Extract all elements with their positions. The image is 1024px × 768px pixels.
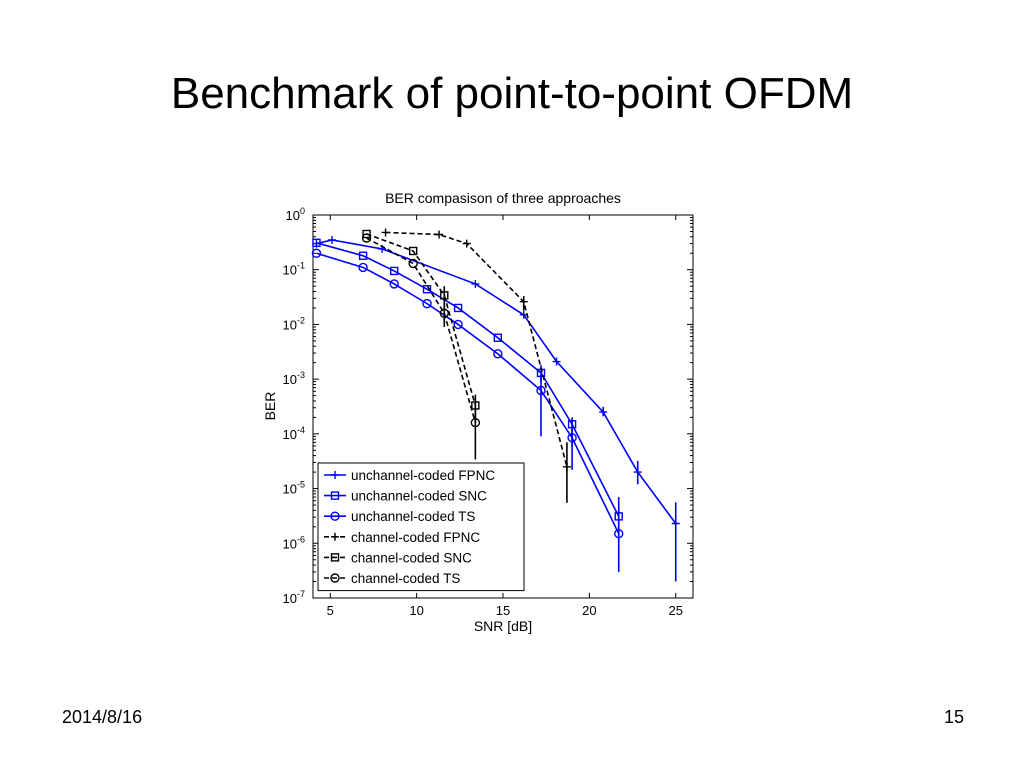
data-point bbox=[435, 230, 444, 239]
legend-marker bbox=[331, 532, 339, 541]
data-point bbox=[439, 308, 449, 318]
data-point bbox=[408, 246, 418, 256]
data-point bbox=[493, 333, 503, 342]
series-line-2 bbox=[316, 242, 620, 517]
data-point bbox=[311, 248, 322, 258]
legend-label: unchannel-coded TS bbox=[351, 509, 475, 524]
data-point bbox=[470, 417, 481, 428]
legend-marker bbox=[330, 491, 340, 500]
data-point bbox=[671, 519, 680, 528]
y-tick-label: 10-2 bbox=[283, 315, 305, 332]
data-point bbox=[462, 239, 471, 248]
data-point bbox=[422, 285, 432, 294]
y-tick-label: 10-7 bbox=[283, 589, 305, 606]
legend-marker bbox=[330, 511, 340, 521]
data-point bbox=[453, 303, 463, 313]
slide-number: 15 bbox=[943, 707, 964, 727]
x-axis-label: SNR [dB] bbox=[474, 618, 532, 634]
legend-label: channel-coded SNC bbox=[351, 550, 472, 565]
data-point bbox=[358, 251, 368, 260]
data-point bbox=[633, 468, 642, 477]
data-point bbox=[471, 279, 480, 288]
x-tick-label: 5 bbox=[327, 603, 334, 618]
legend-marker bbox=[330, 553, 340, 562]
y-tick-label: 10-1 bbox=[283, 261, 305, 278]
x-tick-label: 25 bbox=[668, 603, 682, 618]
legend: unchannel-coded FPNC unchannel-coded SNC u… bbox=[317, 462, 525, 592]
series-line-6 bbox=[366, 237, 477, 423]
y-axis-label: BER bbox=[262, 392, 278, 421]
y-tick-label: 10-3 bbox=[283, 370, 305, 387]
data-point bbox=[358, 262, 368, 273]
data-point bbox=[328, 235, 336, 244]
data-point bbox=[519, 297, 528, 306]
data-point bbox=[408, 258, 418, 269]
y-tick-label: 10-6 bbox=[283, 534, 305, 551]
legend-label: unchannel-coded FPNC bbox=[351, 468, 495, 483]
chart-title: BER compasison of three approaches bbox=[385, 190, 621, 206]
data-point bbox=[614, 528, 624, 539]
data-point bbox=[599, 408, 608, 417]
series-line-3 bbox=[316, 252, 620, 535]
data-point bbox=[440, 291, 449, 300]
footer-date: 2014/8/16 bbox=[62, 707, 143, 727]
series-line-5 bbox=[366, 233, 477, 406]
data-point bbox=[453, 319, 463, 330]
data-point bbox=[493, 349, 503, 359]
y-tick-label: 10-4 bbox=[283, 425, 305, 442]
data-point bbox=[361, 233, 372, 243]
slide-title: Benchmark of point-to-point OFDM bbox=[170, 69, 854, 118]
data-point bbox=[422, 298, 432, 309]
data-point bbox=[389, 279, 399, 289]
legend-label: channel-coded TS bbox=[351, 571, 460, 586]
data-point bbox=[536, 385, 546, 396]
data-point bbox=[312, 238, 321, 248]
legend-label: channel-coded FPNC bbox=[351, 530, 480, 545]
data-point bbox=[389, 266, 399, 276]
x-tick-label: 10 bbox=[409, 603, 423, 618]
legend-label: unchannel-coded SNC bbox=[351, 489, 487, 504]
legend-marker bbox=[331, 471, 339, 479]
data-point bbox=[562, 462, 571, 471]
x-tick-label: 20 bbox=[582, 603, 596, 618]
data-point bbox=[567, 433, 577, 443]
x-tick-label: 15 bbox=[496, 603, 510, 618]
y-tick-label: 100 bbox=[286, 206, 305, 223]
legend-box bbox=[317, 462, 525, 592]
data-point bbox=[381, 228, 390, 237]
y-tick-label: 10-5 bbox=[283, 480, 305, 497]
data-point bbox=[552, 357, 561, 366]
data-point bbox=[362, 229, 371, 239]
legend-marker bbox=[330, 573, 340, 583]
